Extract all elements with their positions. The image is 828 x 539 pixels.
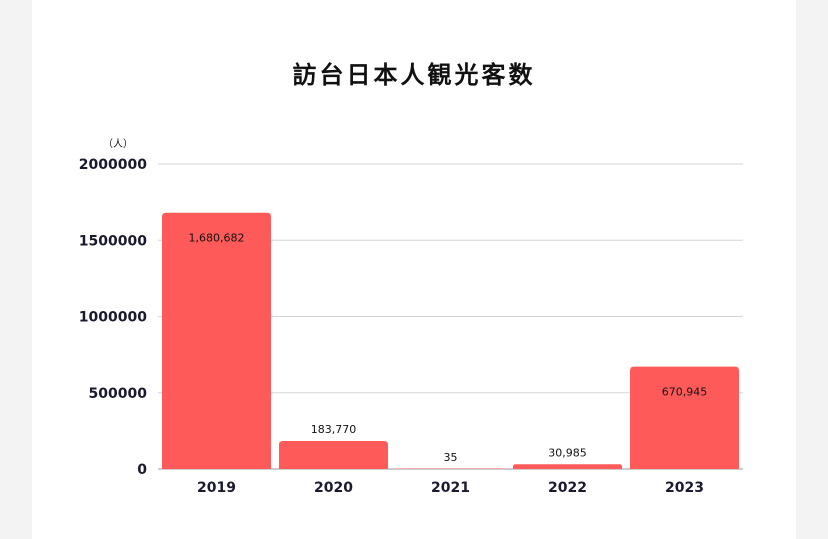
y-tick-label: 500000 xyxy=(89,386,148,402)
bar-2022 xyxy=(513,464,622,469)
y-axis-unit-label: （人） xyxy=(103,138,133,150)
y-tick-label: 1500000 xyxy=(79,233,147,249)
data-label: 30,985 xyxy=(548,446,587,459)
x-tick-label: 2020 xyxy=(314,480,353,496)
y-axis-ticks: 0 500000 1000000 1500000 2000000 xyxy=(79,157,147,478)
x-tick-label: 2019 xyxy=(197,480,236,496)
x-tick-label: 2023 xyxy=(665,480,704,496)
x-tick-label: 2021 xyxy=(431,480,470,496)
y-tick-label: 0 xyxy=(137,462,147,478)
bar-2020 xyxy=(279,440,388,469)
bar-2021 xyxy=(396,468,505,469)
chart-title: 訪台日本人観光客数 xyxy=(292,61,536,89)
y-tick-label: 1000000 xyxy=(79,310,147,326)
data-label: 670,945 xyxy=(662,386,708,399)
bar-2023 xyxy=(630,366,739,469)
x-tick-label: 2022 xyxy=(548,480,587,496)
y-tick-label: 2000000 xyxy=(79,157,147,173)
data-label: 1,680,682 xyxy=(189,232,245,245)
data-labels: 1,680,682 183,770 35 30,985 670,945 xyxy=(189,232,708,464)
bar-2019 xyxy=(162,212,271,470)
data-label: 183,770 xyxy=(311,423,357,436)
x-axis-labels: 2019 2020 2021 2022 2023 xyxy=(197,480,704,496)
data-label: 35 xyxy=(444,451,458,464)
bars xyxy=(162,212,739,470)
